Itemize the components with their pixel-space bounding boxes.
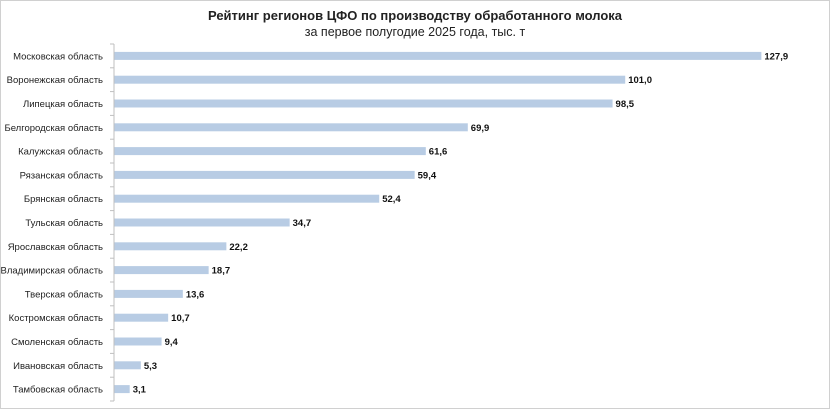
data-label: 13,6 [186,289,205,300]
bar [114,75,626,84]
category-label: Воронежская область [7,75,103,86]
bar [114,266,209,275]
data-label: 69,9 [471,123,490,134]
category-label: Калужская область [18,147,103,158]
bar [114,337,162,346]
category-label: Брянская область [24,194,103,205]
data-label: 18,7 [212,266,231,277]
bar [114,99,613,108]
category-label: Ярославская область [8,242,103,253]
data-label: 59,4 [418,170,437,181]
category-label: Тамбовская область [13,385,103,396]
category-label: Владимирская область [1,266,104,277]
data-label: 101,0 [628,75,652,86]
bar [114,289,183,298]
chart-subtitle: за первое полугодие 2025 года, тыс. т [304,25,526,39]
data-label: 22,2 [229,242,248,253]
category-label: Рязанская область [20,170,103,181]
data-label: 34,7 [293,218,312,229]
bar [114,123,468,132]
bar [114,242,227,251]
category-label: Липецкая область [23,99,103,110]
bar [114,361,141,370]
category-label: Ивановская область [13,361,103,372]
bar [114,170,415,179]
category-label: Московская область [13,51,103,62]
bar [114,313,169,322]
bar [114,51,762,60]
data-label: 10,7 [171,313,190,324]
category-label: Тульская область [25,218,103,229]
data-label: 5,3 [144,361,157,372]
data-label: 52,4 [382,194,401,205]
bar [114,218,290,227]
category-label: Костромская область [9,313,103,324]
chart-title: Рейтинг регионов ЦФО по производству обр… [207,8,623,23]
bar [114,194,380,203]
data-label: 98,5 [616,99,635,110]
category-label: Белгородская область [4,123,103,134]
category-label: Тверская область [25,289,103,300]
data-label: 9,4 [165,337,179,348]
bar [114,147,426,156]
data-label: 3,1 [133,385,147,396]
data-label: 127,9 [764,51,788,62]
category-label: Смоленская область [11,337,103,348]
bar [114,385,130,394]
data-label: 61,6 [429,147,448,158]
